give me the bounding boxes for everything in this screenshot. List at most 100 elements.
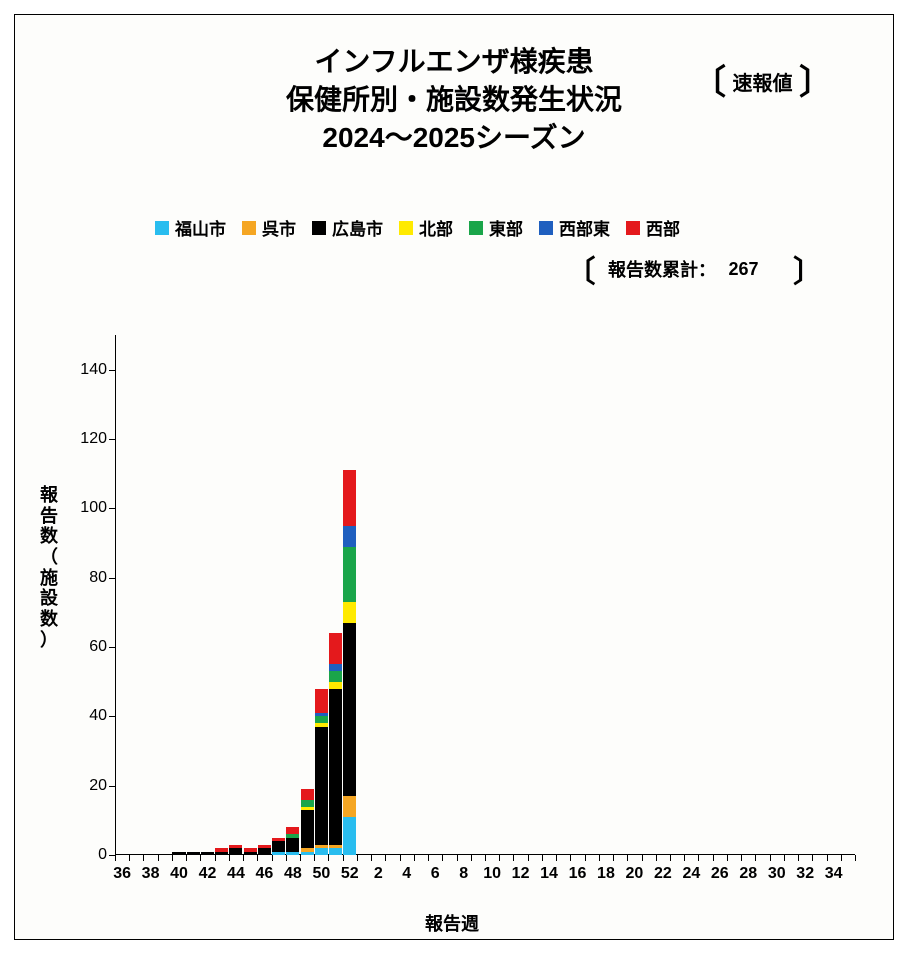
- bar-seg-seibu: [286, 827, 299, 834]
- bar-week-48: [286, 827, 299, 855]
- x-tick-mark: [143, 855, 144, 861]
- y-tick-mark: [109, 716, 115, 717]
- bracket-left: 〔: [692, 64, 726, 102]
- y-tick-mark: [109, 786, 115, 787]
- x-tick-mark: [542, 855, 543, 861]
- bar-week-51: [329, 633, 342, 855]
- x-tick-mark: [186, 855, 187, 861]
- legend-label: 広島市: [332, 220, 383, 239]
- x-tick-mark: [129, 855, 130, 861]
- x-tick-mark: [400, 855, 401, 861]
- x-tick-label: 12: [512, 865, 530, 883]
- legend-swatch: [539, 221, 553, 235]
- y-axis-label: 報告数（施設数）: [39, 485, 59, 651]
- legend-swatch: [242, 221, 256, 235]
- x-tick-mark: [428, 855, 429, 861]
- x-tick-label: 4: [402, 865, 411, 883]
- bar-week-47: [272, 838, 285, 855]
- legend-swatch: [469, 221, 483, 235]
- x-tick-mark: [741, 855, 742, 861]
- y-tick-mark: [109, 508, 115, 509]
- x-tick-label: 30: [768, 865, 786, 883]
- x-tick-mark: [314, 855, 315, 861]
- y-tick-label: 60: [67, 638, 107, 656]
- x-tick-mark: [528, 855, 529, 861]
- x-tick-mark: [627, 855, 628, 861]
- x-tick-label: 8: [459, 865, 468, 883]
- y-tick-label: 40: [67, 707, 107, 725]
- x-tick-label: 14: [540, 865, 558, 883]
- bar-seg-fukuyama: [301, 852, 314, 855]
- bar-seg-seibu: [315, 689, 328, 713]
- x-tick-mark: [656, 855, 657, 861]
- bar-seg-seibuhigashi: [343, 526, 356, 547]
- x-tick-label: 6: [431, 865, 440, 883]
- x-tick-mark: [215, 855, 216, 861]
- legend-swatch: [399, 221, 413, 235]
- bar-seg-hiroshima: [229, 848, 242, 855]
- x-tick-label: 24: [682, 865, 700, 883]
- x-tick-mark: [841, 855, 842, 861]
- bar-week-52: [343, 470, 356, 855]
- bar-seg-fukuyama: [286, 852, 299, 855]
- x-tick-mark: [343, 855, 344, 861]
- x-tick-mark: [442, 855, 443, 861]
- bar-week-40: [172, 852, 185, 855]
- y-tick-label: 120: [67, 430, 107, 448]
- x-tick-mark: [613, 855, 614, 861]
- bar-seg-seibuhigashi: [329, 664, 342, 671]
- y-tick-mark: [109, 439, 115, 440]
- bar-seg-hiroshima: [215, 852, 228, 855]
- bar-seg-hiroshima: [272, 841, 285, 851]
- x-tick-mark: [670, 855, 671, 861]
- x-tick-mark: [727, 855, 728, 861]
- legend-item-toubu: 東部: [469, 215, 523, 240]
- x-tick-mark: [200, 855, 201, 861]
- chart-frame: インフルエンザ様疾患 保健所別・施設数発生状況 2024～2025シーズン 〔 …: [14, 14, 894, 940]
- x-tick-label: 16: [569, 865, 587, 883]
- x-tick-mark: [485, 855, 486, 861]
- bar-seg-toubu: [343, 547, 356, 602]
- bar-seg-hiroshima: [329, 689, 342, 845]
- preliminary-text: 速報値: [731, 73, 795, 95]
- y-tick-label: 100: [67, 499, 107, 517]
- legend-label: 東部: [489, 220, 523, 239]
- x-tick-mark: [556, 855, 557, 861]
- x-tick-mark: [471, 855, 472, 861]
- bar-seg-fukuyama: [329, 848, 342, 855]
- x-tick-label: 40: [170, 865, 188, 883]
- x-tick-mark: [300, 855, 301, 861]
- bracket-right: 〕: [799, 64, 833, 102]
- x-tick-mark: [855, 855, 856, 861]
- x-tick-label: 38: [142, 865, 160, 883]
- x-tick-mark: [243, 855, 244, 861]
- x-tick-label: 20: [626, 865, 644, 883]
- title-line-3: 2024～2025シーズン: [15, 119, 893, 157]
- legend-label: 福山市: [175, 220, 226, 239]
- legend-item-fukuyama: 福山市: [155, 215, 226, 240]
- cumulative-value: 267: [729, 259, 789, 279]
- bar-seg-hiroshima: [244, 852, 257, 855]
- x-tick-label: 26: [711, 865, 729, 883]
- legend-swatch: [626, 221, 640, 235]
- bar-week-49: [301, 789, 314, 855]
- x-tick-mark: [585, 855, 586, 861]
- x-tick-label: 42: [199, 865, 217, 883]
- bar-seg-fukuyama: [343, 817, 356, 855]
- bar-seg-kure: [343, 796, 356, 817]
- x-tick-mark: [755, 855, 756, 861]
- x-tick-label: 32: [796, 865, 814, 883]
- bar-seg-hokubu: [329, 682, 342, 689]
- bar-seg-hiroshima: [301, 810, 314, 848]
- bar-seg-toubu: [329, 671, 342, 681]
- x-tick-mark: [642, 855, 643, 861]
- x-tick-label: 18: [597, 865, 615, 883]
- bar-seg-hiroshima: [201, 852, 214, 855]
- x-tick-mark: [513, 855, 514, 861]
- x-axis-label: 報告週: [425, 910, 479, 936]
- bar-week-43: [215, 848, 228, 855]
- bar-seg-seibu: [343, 470, 356, 525]
- x-tick-label: 2: [374, 865, 383, 883]
- x-tick-mark: [457, 855, 458, 861]
- bar-week-50: [315, 689, 328, 855]
